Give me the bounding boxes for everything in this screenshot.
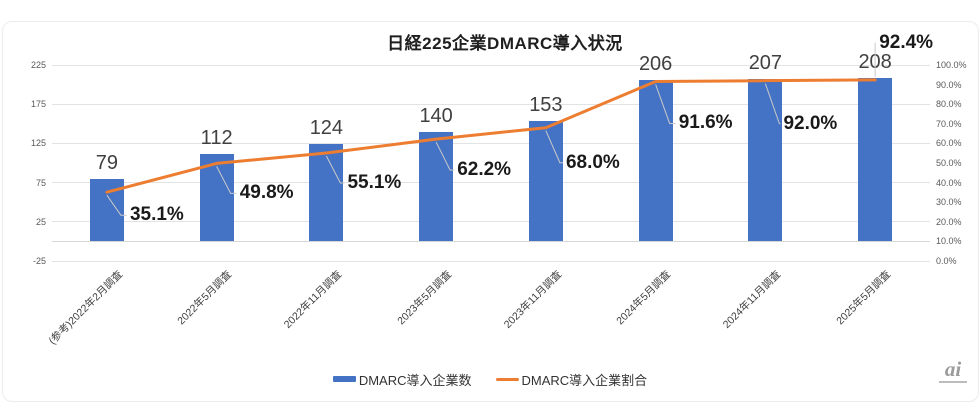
left-axis-tick-label: 125 (30, 138, 46, 149)
chart-legend: DMARC導入企業数 DMARC導入企業割合 (0, 368, 980, 390)
x-axis-category-label: 2024年5月調査 (614, 268, 674, 328)
gridline (52, 64, 930, 66)
x-axis-category-label: 2022年5月調査 (175, 268, 235, 328)
line-percent-label: 92.4% (879, 31, 934, 53)
bar (638, 79, 673, 242)
right-axis-tick-label: 20.0% (936, 216, 962, 227)
right-axis-tick-label: 60.0% (936, 138, 962, 149)
gridline (52, 221, 930, 223)
legend-label-bar: DMARC導入企業数 (358, 372, 472, 388)
line-percent-label: 91.6% (678, 112, 733, 134)
site-logo: ai (933, 358, 973, 383)
gridline (52, 103, 930, 105)
bar-value-label: 208 (858, 51, 892, 74)
left-axis-tick-label: -25 (32, 256, 46, 266)
bar (309, 144, 344, 242)
gridline (52, 182, 930, 184)
bar-series-swatch-icon (332, 376, 356, 382)
site-logo-strip (939, 381, 967, 383)
x-axis-category-label: (参考)2022年2月調査 (46, 268, 125, 348)
line-series-swatch-icon (495, 377, 519, 381)
line-percent-label: 68.0% (565, 151, 620, 173)
right-axis-tick-label: 70.0% (936, 118, 962, 129)
right-axis-tick-label: 90.0% (936, 79, 962, 90)
left-axis-tick-label: 175 (30, 99, 46, 110)
line-percent-label: 49.8% (239, 182, 294, 204)
bar (528, 121, 563, 242)
line-percent-label: 35.1% (129, 204, 184, 226)
bar-value-label: 207 (748, 52, 783, 75)
right-axis-tick-label: 80.0% (936, 99, 962, 110)
x-axis-category-label: 2023年5月調査 (395, 268, 455, 328)
bar-value-label: 124 (309, 117, 344, 140)
bar (858, 78, 893, 242)
right-axis-tick-label: 10.0% (936, 236, 962, 247)
bar (89, 179, 124, 242)
bar-value-label: 140 (419, 104, 453, 127)
right-axis-tick-label: 50.0% (936, 158, 962, 168)
bar-value-label: 112 (200, 126, 233, 149)
site-logo-text: ai (944, 357, 962, 381)
left-axis-tick-label: 75 (35, 177, 46, 188)
right-axis-tick-label: 30.0% (936, 197, 962, 208)
left-axis-tick-label: 225 (30, 60, 46, 70)
chart-title: 日経225企業DMARC導入状況 (387, 34, 623, 53)
bar-value-label: 206 (638, 52, 673, 75)
gridline (52, 142, 930, 144)
right-axis-tick-label: 40.0% (936, 177, 962, 188)
right-axis-tick-label: 0.0% (936, 256, 957, 266)
legend-label-line: DMARC導入企業割合 (521, 372, 648, 388)
line-percent-label: 62.2% (457, 159, 512, 181)
gridline (52, 260, 930, 262)
line-percent-label: 55.1% (347, 172, 402, 193)
line-percent-label: 92.0% (783, 112, 838, 134)
x-axis-category-label: 2025年5月調査 (834, 268, 894, 328)
bar-value-label: 79 (95, 152, 118, 175)
left-axis-tick-label: 25 (35, 216, 46, 227)
bar (199, 153, 234, 242)
bar (748, 79, 783, 242)
bar-value-label: 153 (529, 94, 563, 117)
x-axis-category-label: 2024年11月調査 (720, 268, 784, 331)
legend-item-line-series: DMARC導入企業割合 (495, 370, 648, 389)
legend-item-bar-series: DMARC導入企業数 (332, 370, 472, 389)
bar (419, 131, 454, 242)
right-axis-tick-label: 100.0% (936, 60, 967, 70)
x-axis-category-label: 2022年11月調査 (281, 268, 345, 331)
category-axis-line (52, 240, 930, 242)
x-axis-category-label: 2023年11月調査 (501, 268, 564, 331)
